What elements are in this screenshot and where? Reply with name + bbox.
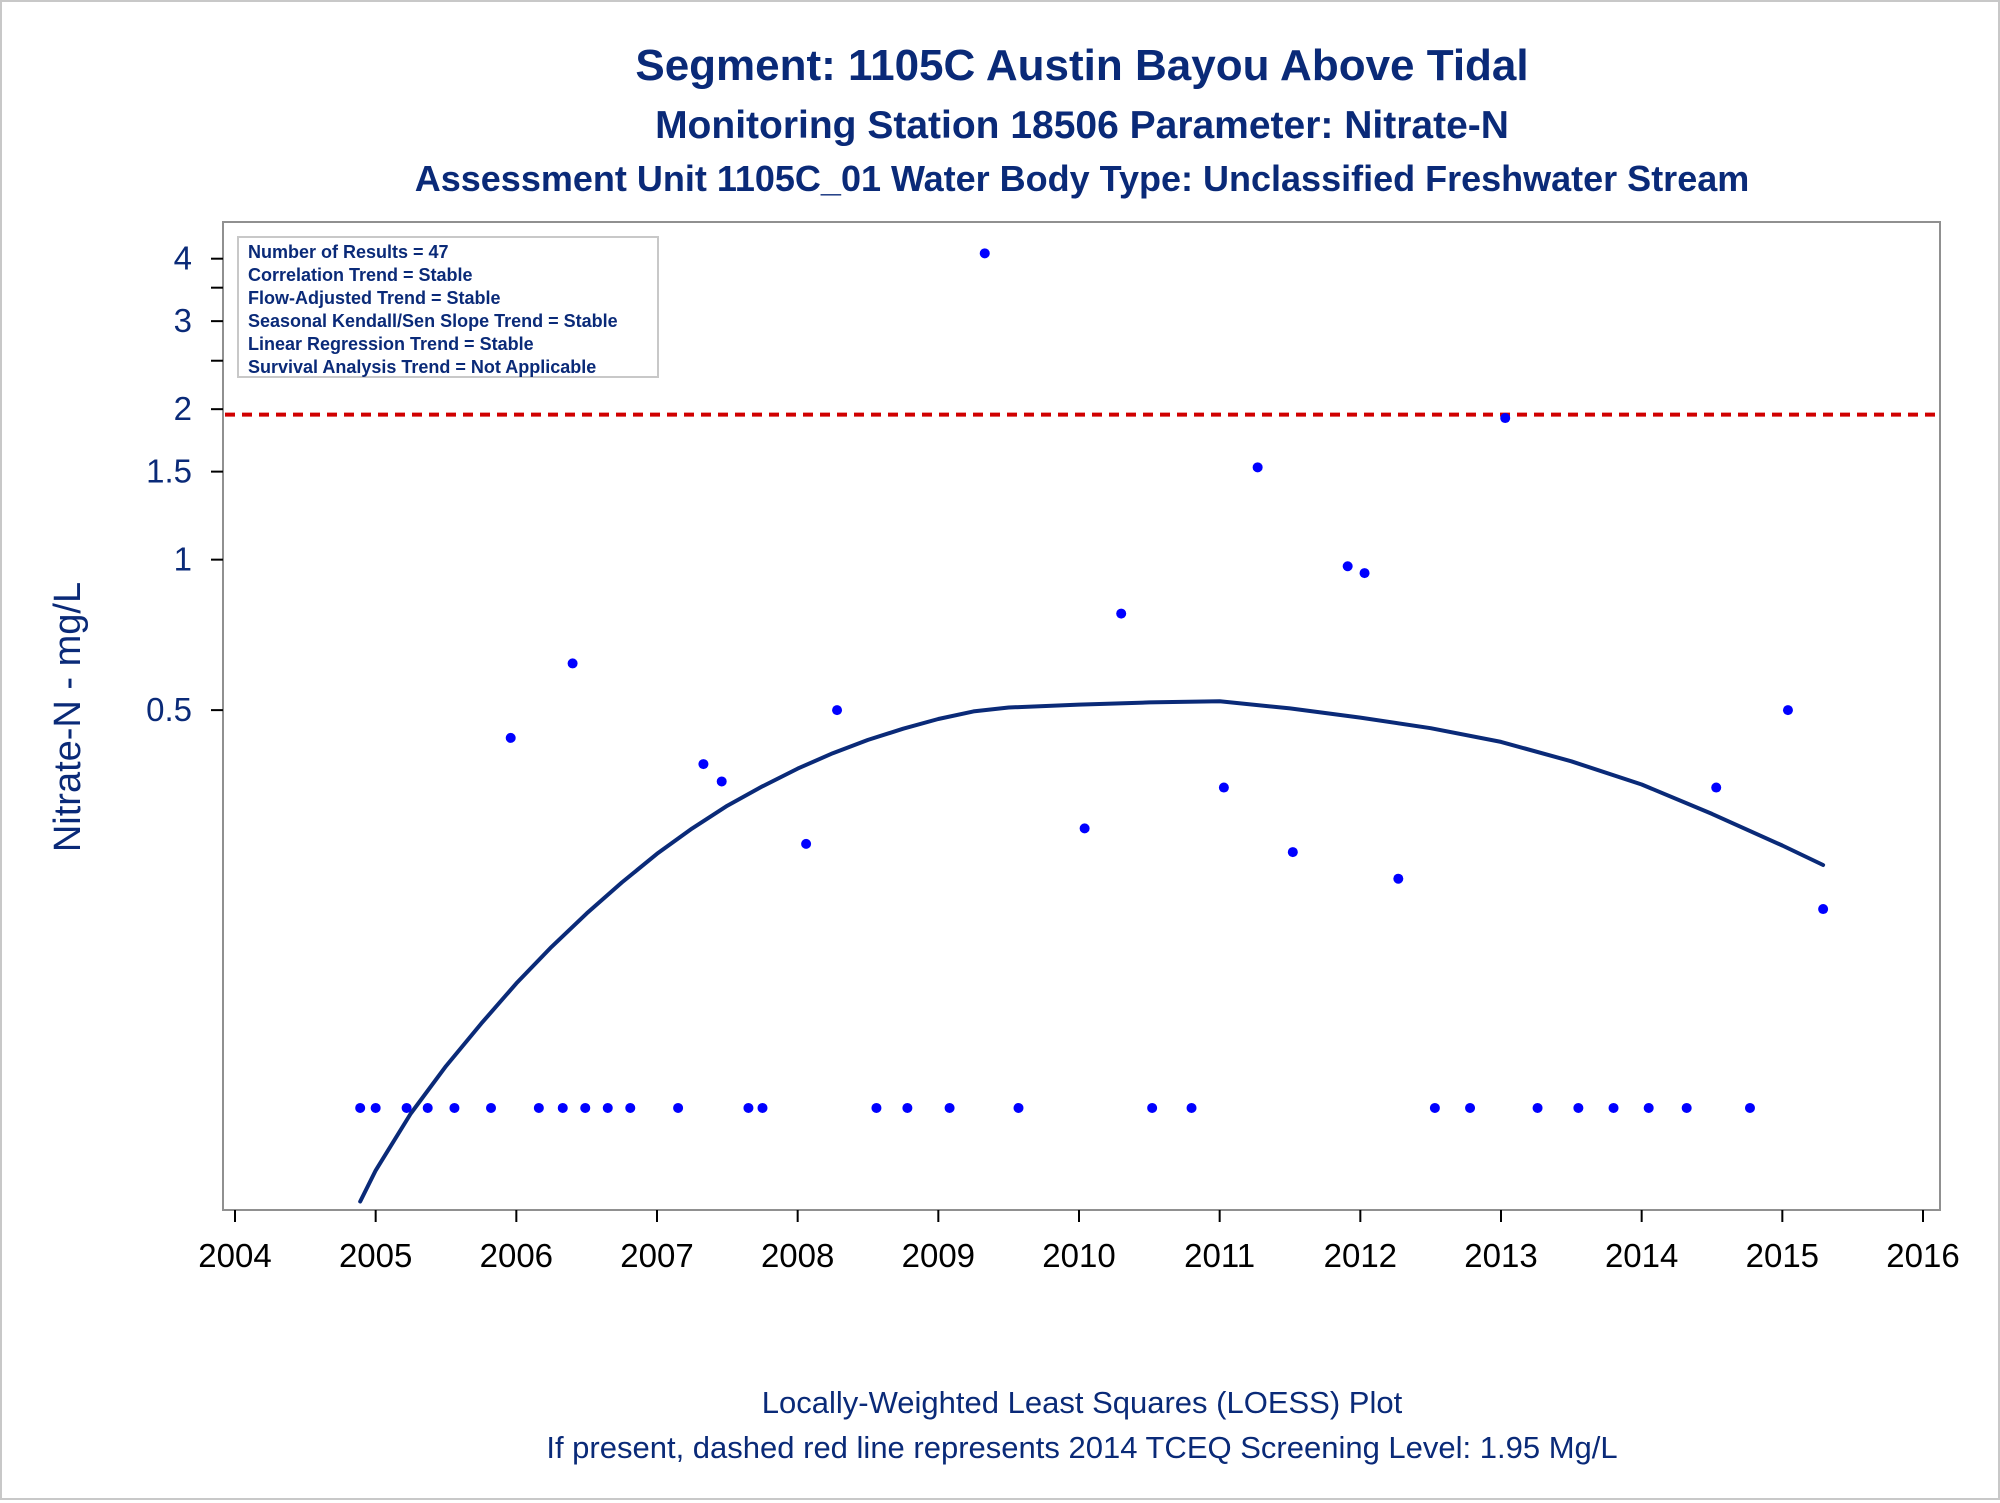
data-point	[1287, 847, 1298, 858]
x-tick-label: 2005	[339, 1237, 412, 1274]
data-point	[1532, 1102, 1543, 1113]
y-tick-label: 3	[174, 302, 192, 339]
data-point	[1608, 1102, 1619, 1113]
data-point	[1252, 462, 1263, 473]
data-point	[673, 1102, 684, 1113]
data-point	[580, 1102, 591, 1113]
data-point	[1711, 782, 1722, 793]
data-point	[1218, 782, 1229, 793]
stat-linear-regression-trend: Linear Regression Trend = Stable	[248, 334, 534, 354]
data-point	[801, 838, 812, 849]
data-point	[533, 1102, 544, 1113]
data-point	[505, 732, 516, 743]
y-tick-label: 0.5	[146, 691, 192, 728]
data-point	[1186, 1102, 1197, 1113]
x-tick-label: 2011	[1184, 1237, 1255, 1274]
data-point	[1393, 873, 1404, 884]
data-point	[1147, 1102, 1158, 1113]
data-point	[449, 1102, 460, 1113]
y-axis-label: Nitrate-N - mg/L	[47, 582, 89, 852]
stat-number-of-results: Number of Results = 47	[248, 242, 449, 262]
data-point	[1573, 1102, 1584, 1113]
stats-box: Number of Results = 47 Correlation Trend…	[237, 236, 659, 378]
data-point	[1818, 904, 1829, 915]
data-point	[355, 1102, 366, 1113]
data-point	[401, 1102, 412, 1113]
data-point	[902, 1102, 913, 1113]
data-point	[625, 1102, 636, 1113]
stat-survival-analysis-trend: Survival Analysis Trend = Not Applicable	[248, 357, 596, 377]
x-tick-label: 2014	[1605, 1237, 1678, 1274]
x-tick-label: 2009	[902, 1237, 975, 1274]
data-point	[757, 1102, 768, 1113]
data-point	[698, 759, 709, 770]
data-point	[832, 705, 843, 716]
chart-title: Segment: 1105C Austin Bayou Above Tidal	[635, 41, 1528, 90]
data-point	[1500, 413, 1511, 424]
chart-subtitle: Monitoring Station 18506 Parameter: Nitr…	[655, 104, 1509, 147]
data-point	[1643, 1102, 1654, 1113]
x-tick-label: 2013	[1464, 1237, 1537, 1274]
data-point	[1359, 568, 1370, 579]
plot-area	[222, 221, 1941, 1211]
data-point	[370, 1102, 381, 1113]
data-point	[422, 1102, 433, 1113]
data-point	[944, 1102, 955, 1113]
data-point	[1465, 1102, 1476, 1113]
footer-caption: Locally-Weighted Least Squares (LOESS) P…	[762, 1385, 1403, 1420]
stat-correlation-trend: Correlation Trend = Stable	[248, 265, 473, 285]
data-point	[1116, 608, 1127, 619]
data-point	[1681, 1102, 1692, 1113]
x-tick-label: 2004	[198, 1237, 271, 1274]
data-point	[1079, 823, 1090, 834]
x-tick-label: 2012	[1324, 1237, 1397, 1274]
x-tick-label: 2007	[620, 1237, 693, 1274]
data-point	[486, 1102, 497, 1113]
data-point	[1429, 1102, 1440, 1113]
data-point	[1744, 1102, 1755, 1113]
data-point	[716, 776, 727, 787]
y-tick-label: 4	[174, 240, 192, 277]
x-tick-label: 2015	[1746, 1237, 1819, 1274]
y-tick-label: 1.5	[146, 453, 192, 490]
stat-seasonal-kendall-trend: Seasonal Kendall/Sen Slope Trend = Stabl…	[248, 311, 618, 331]
x-tick-label: 2010	[1042, 1237, 1115, 1274]
data-point	[1013, 1102, 1024, 1113]
loess-curve	[358, 699, 1826, 1204]
x-tick-label: 2016	[1886, 1237, 1959, 1274]
stat-flow-adjusted-trend: Flow-Adjusted Trend = Stable	[248, 288, 501, 308]
y-tick-label: 1	[174, 541, 192, 578]
chart-subtitle-2: Assessment Unit 1105C_01 Water Body Type…	[415, 158, 1750, 199]
data-point	[557, 1102, 568, 1113]
data-point	[1342, 561, 1353, 572]
data-point	[602, 1102, 613, 1113]
data-point	[1782, 705, 1793, 716]
data-point	[743, 1102, 754, 1113]
x-tick-label: 2008	[761, 1237, 834, 1274]
data-point	[871, 1102, 882, 1113]
data-point	[567, 658, 578, 669]
x-tick-label: 2006	[480, 1237, 553, 1274]
footer-note: If present, dashed red line represents 2…	[546, 1430, 1617, 1465]
data-point	[979, 248, 990, 259]
y-tick-label: 2	[174, 390, 192, 427]
